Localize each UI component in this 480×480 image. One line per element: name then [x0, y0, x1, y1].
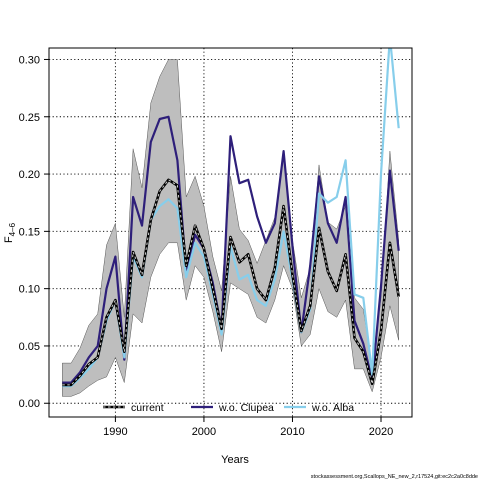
y-tick-label: 0.00	[19, 398, 40, 410]
y-tick-label: 0.15	[19, 226, 40, 238]
x-axis: 1990 2000 2010 2020	[103, 417, 393, 438]
legend-item: w.o. Clupea	[191, 402, 274, 414]
y-tick-label: 0.20	[19, 169, 40, 181]
y-tick-label: 0.05	[19, 341, 40, 353]
x-tick-label: 2020	[369, 426, 393, 438]
legend-label: w.o. Alba	[311, 402, 354, 414]
plot-frame	[48, 47, 413, 418]
x-tick-label: 2000	[192, 426, 216, 438]
series-line-w-o-clupea	[62, 115, 400, 384]
legend-item: current	[103, 402, 164, 414]
x-tick-label: 1990	[103, 426, 127, 438]
series-line-current-dash	[62, 179, 400, 386]
legend: current w.o. Clupea w.o. Alba	[103, 402, 354, 414]
y-tick-label: 0.10	[19, 284, 40, 296]
y-axis: 0.00 0.05 0.10 0.15 0.20 0.25 0.30	[19, 54, 49, 410]
y-axis-title-subscript: 4–6	[8, 222, 17, 236]
y-tick-label: 0.30	[19, 54, 40, 66]
x-tick-label: 2010	[280, 426, 304, 438]
y-axis-title: F4–6	[3, 222, 17, 243]
confidence-band	[62, 59, 399, 397]
source-note: stockassessment.org,Scallops_NE_new_2,r1…	[311, 474, 478, 480]
y-axis-title-main: F	[3, 236, 15, 243]
legend-label: current	[131, 402, 164, 414]
y-tick-label: 0.25	[19, 112, 40, 124]
legend-item: w.o. Alba	[284, 402, 354, 414]
legend-label: w.o. Clupea	[218, 402, 274, 414]
series-lines	[62, 48, 400, 388]
x-axis-title: Years	[221, 454, 249, 466]
